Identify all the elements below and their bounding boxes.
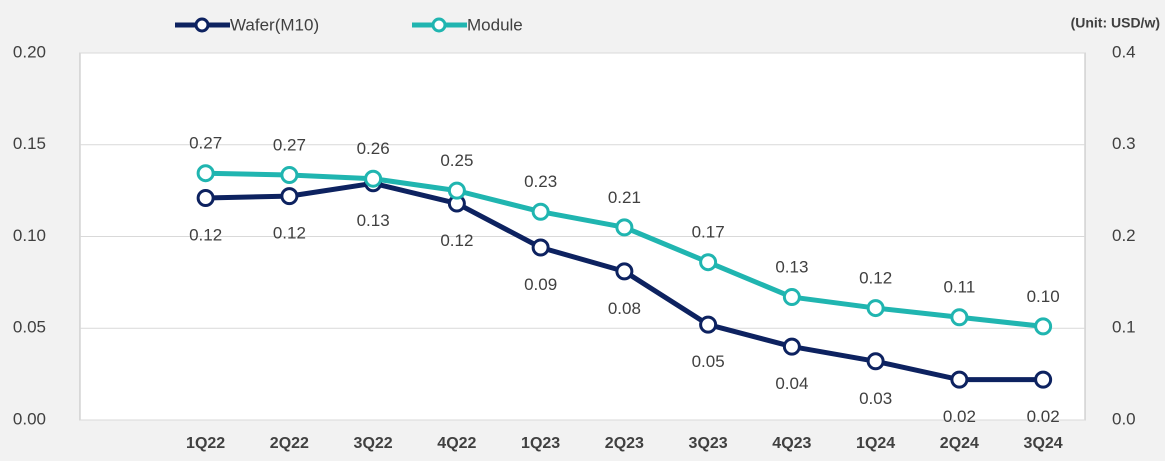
y-tick-label: 0.20 (13, 42, 46, 61)
data-label: 0.27 (189, 134, 222, 153)
x-tick-label: 2Q24 (940, 435, 979, 452)
x-tick-label: 2Q23 (605, 435, 644, 452)
point (1034, 370, 1053, 389)
point (866, 299, 885, 318)
point (950, 370, 969, 389)
data-label: 0.12 (440, 231, 473, 250)
point (950, 308, 969, 327)
point (280, 187, 299, 206)
point (280, 166, 299, 185)
point (782, 337, 801, 356)
point (531, 238, 550, 257)
data-label: 0.02 (943, 407, 976, 426)
y-tick-label: 0.15 (13, 134, 46, 153)
x-tick-label: 3Q24 (1024, 435, 1063, 452)
point (196, 188, 215, 207)
point (1034, 317, 1053, 336)
data-label: 0.08 (608, 299, 641, 318)
x-tick-label: 4Q23 (772, 435, 811, 452)
unit-note: (Unit: USD/w) (1071, 15, 1160, 31)
data-label: 0.12 (273, 224, 306, 243)
data-label: 0.03 (859, 389, 892, 408)
x-tick-label: 1Q22 (186, 435, 225, 452)
point (447, 181, 466, 200)
data-label: 0.23 (524, 172, 557, 191)
y2-tick-label: 0.2 (1112, 226, 1136, 245)
x-tick-label: 3Q22 (354, 435, 393, 452)
data-label: 0.17 (692, 223, 725, 242)
legend-marker (194, 17, 210, 33)
legend-label: Module (467, 15, 523, 34)
point (364, 169, 383, 188)
point (866, 352, 885, 371)
data-label: 0.12 (189, 225, 222, 244)
point (196, 164, 215, 183)
x-tick-label: 3Q23 (689, 435, 728, 452)
legend-marker (431, 17, 447, 33)
y2-tick-label: 0.1 (1112, 318, 1136, 337)
point (531, 202, 550, 221)
x-tick-label: 1Q23 (521, 435, 560, 452)
data-label: 0.05 (692, 352, 725, 371)
data-label: 0.21 (608, 188, 641, 207)
data-label: 0.13 (775, 258, 808, 277)
x-tick-label: 2Q22 (270, 435, 309, 452)
point (782, 288, 801, 307)
data-label: 0.10 (1027, 287, 1060, 306)
y2-tick-label: 0.0 (1112, 409, 1136, 428)
data-label: 0.26 (357, 139, 390, 158)
data-label: 0.25 (440, 151, 473, 170)
point (615, 218, 634, 237)
y-tick-label: 0.05 (13, 318, 46, 337)
data-label: 0.11 (943, 278, 975, 297)
y2-tick-label: 0.3 (1112, 134, 1136, 153)
data-label: 0.04 (775, 374, 808, 393)
point (699, 253, 718, 272)
y2-tick-label: 0.4 (1112, 42, 1136, 61)
x-tick-label: 4Q22 (437, 435, 476, 452)
y-tick-label: 0.10 (13, 226, 46, 245)
point (699, 315, 718, 334)
x-tick-label: 1Q24 (856, 435, 895, 452)
point (615, 262, 634, 281)
data-label: 0.02 (1027, 407, 1060, 426)
y-tick-label: 0.00 (13, 409, 46, 428)
legend-label: Wafer(M10) (230, 15, 319, 34)
data-label: 0.12 (859, 269, 892, 288)
data-label: 0.27 (273, 136, 306, 155)
data-label: 0.09 (524, 275, 557, 294)
data-label: 0.13 (357, 211, 390, 230)
